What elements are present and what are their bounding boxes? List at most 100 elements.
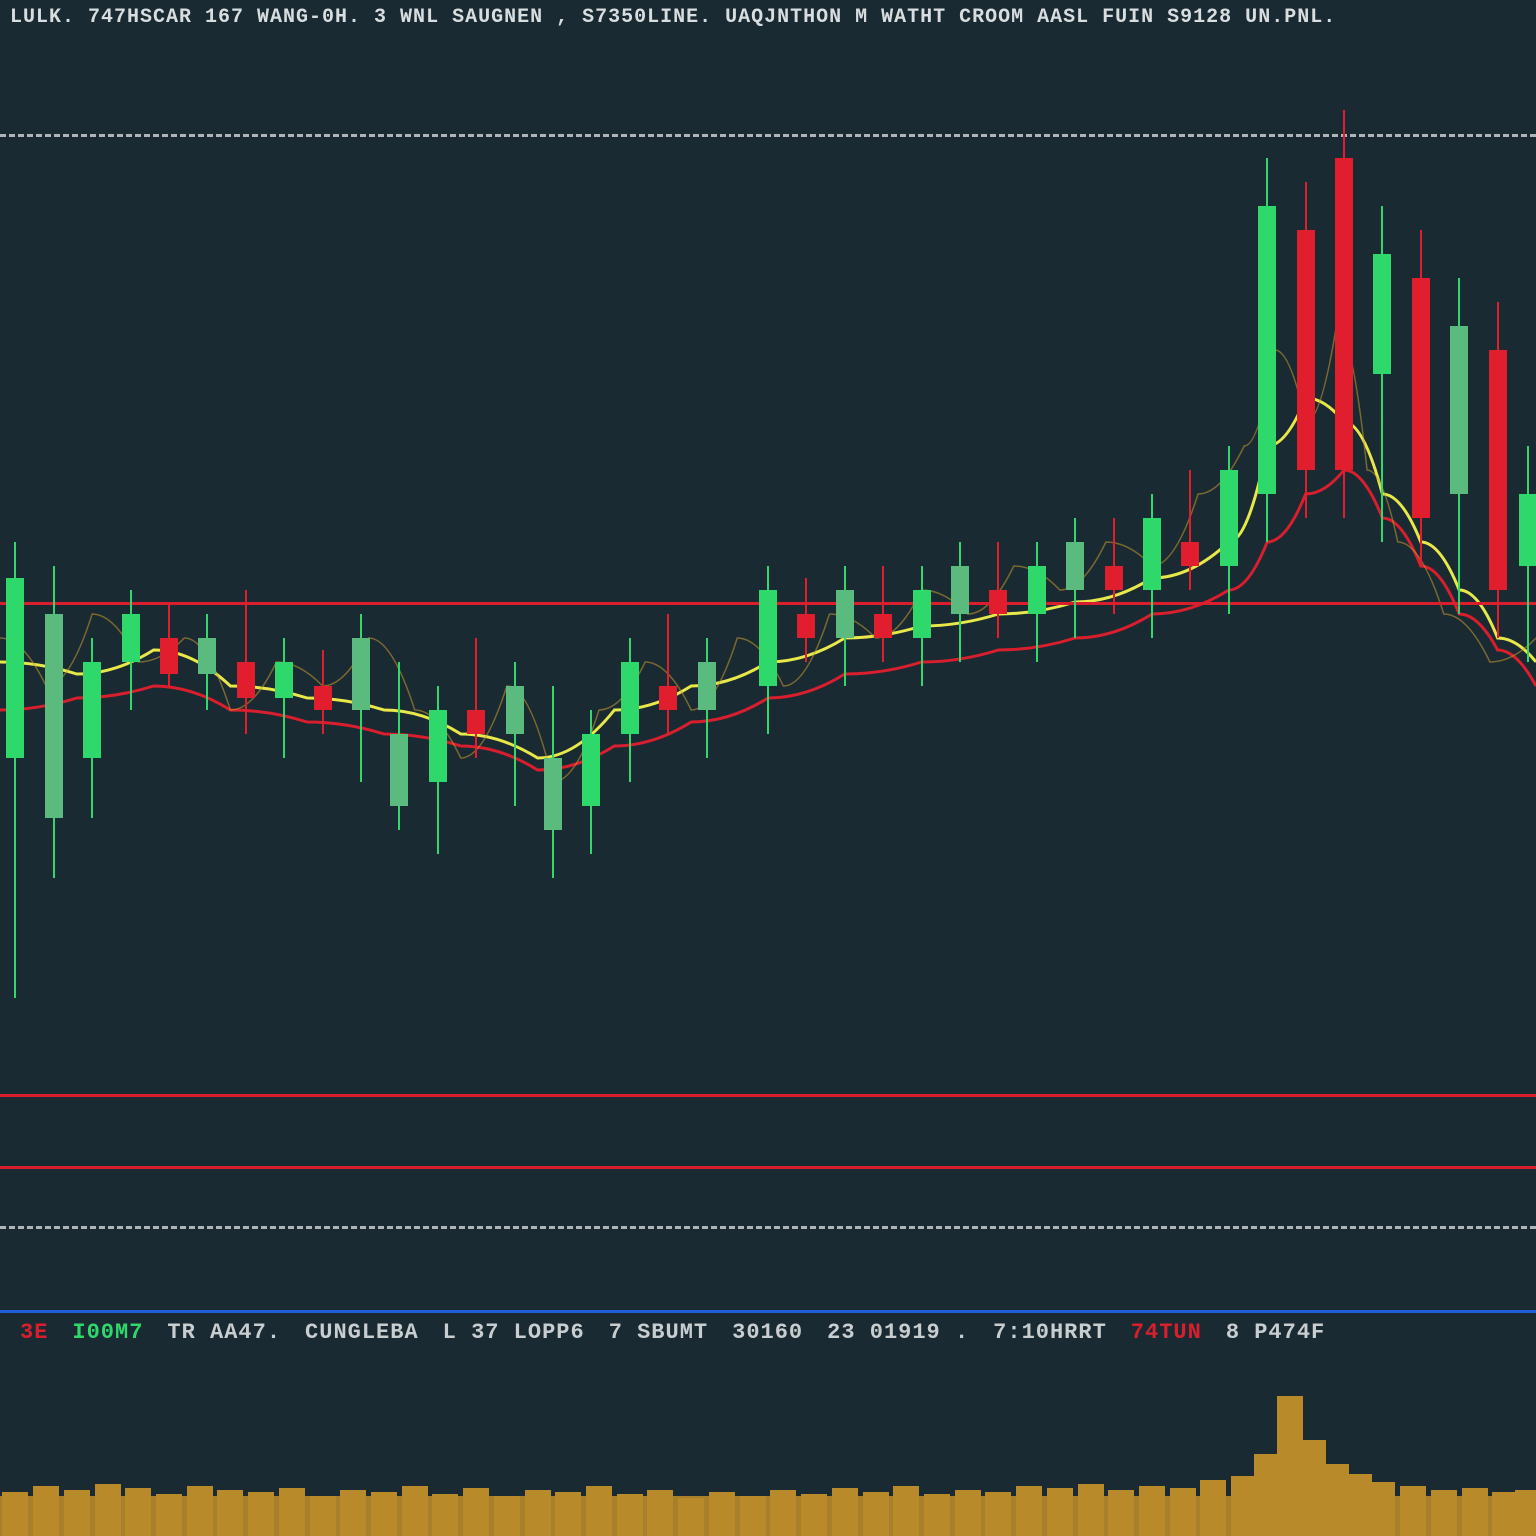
- volume-bar: [156, 1494, 182, 1536]
- candle-body: [1297, 230, 1315, 470]
- volume-bar: [248, 1492, 274, 1536]
- candle-body: [429, 710, 447, 782]
- volume-bar: [494, 1496, 520, 1536]
- candle-body: [1519, 494, 1536, 566]
- volume-bar: [801, 1494, 827, 1536]
- candle-body: [1181, 542, 1199, 566]
- volume-bar: [985, 1492, 1011, 1536]
- status-value: 3E: [20, 1320, 48, 1345]
- volume-bar: [1078, 1484, 1104, 1536]
- candle-body: [1143, 518, 1161, 590]
- candle-wick: [283, 638, 285, 758]
- volume-bar: [402, 1486, 428, 1536]
- volume-bar: [1139, 1486, 1165, 1536]
- candle-body: [1489, 350, 1507, 590]
- status-value: 8 P474F: [1226, 1320, 1325, 1345]
- volume-bar: [1016, 1486, 1042, 1536]
- ticker-header-text: LULK. 747HSCAR 167 WANG-0H. 3 WNL SAUGNE…: [10, 6, 1336, 29]
- volume-bar: [893, 1486, 919, 1536]
- volume-bar: [217, 1490, 243, 1536]
- candle-wick: [514, 662, 516, 806]
- candle-body: [1258, 206, 1276, 494]
- volume-bar: [64, 1490, 90, 1536]
- volume-panel: [0, 1360, 1536, 1536]
- candle-body: [275, 662, 293, 698]
- volume-bar: [33, 1486, 59, 1536]
- volume-bar: [1515, 1490, 1536, 1536]
- volume-bar: [647, 1490, 673, 1536]
- status-value: 30160: [732, 1320, 803, 1345]
- price-level-line: [0, 134, 1536, 137]
- candle-body: [45, 614, 63, 818]
- candle-wick: [1189, 470, 1191, 590]
- candle-body: [1450, 326, 1468, 494]
- status-value: TR AA47.: [167, 1320, 281, 1345]
- status-value: L 37 LOPP6: [443, 1320, 585, 1345]
- candle-body: [1220, 470, 1238, 566]
- status-value: 7 SBUMT: [609, 1320, 708, 1345]
- candle-body: [122, 614, 140, 662]
- candlestick-chart[interactable]: [0, 38, 1536, 1238]
- volume-bar: [310, 1496, 336, 1536]
- volume-bar: [1200, 1480, 1226, 1536]
- candle-wick: [475, 638, 477, 758]
- volume-bar: [1431, 1490, 1457, 1536]
- volume-bar: [371, 1492, 397, 1536]
- volume-bar: [586, 1486, 612, 1536]
- candle-body: [83, 662, 101, 758]
- candle-body: [314, 686, 332, 710]
- status-value: 74TUN: [1131, 1320, 1202, 1345]
- volume-bar: [1170, 1488, 1196, 1536]
- volume-bar: [955, 1490, 981, 1536]
- volume-bar: [617, 1494, 643, 1536]
- status-value: 7:10HRRT: [993, 1320, 1107, 1345]
- volume-bar: [340, 1490, 366, 1536]
- candle-body: [582, 734, 600, 806]
- status-value: I00M7: [72, 1320, 143, 1345]
- volume-bar: [832, 1488, 858, 1536]
- volume-bar: [1369, 1482, 1395, 1536]
- candle-body: [989, 590, 1007, 614]
- candle-body: [198, 638, 216, 674]
- volume-bar: [709, 1492, 735, 1536]
- price-level-line: [0, 1094, 1536, 1097]
- candle-body: [506, 686, 524, 734]
- volume-bar: [770, 1490, 796, 1536]
- volume-bar: [1047, 1488, 1073, 1536]
- candle-body: [1105, 566, 1123, 590]
- candle-body: [836, 590, 854, 638]
- volume-bar: [463, 1488, 489, 1536]
- candle-body: [467, 710, 485, 734]
- candle-body: [544, 758, 562, 830]
- candle-body: [1028, 566, 1046, 614]
- candle-body: [913, 590, 931, 638]
- candle-body: [1412, 278, 1430, 518]
- candle-body: [874, 614, 892, 638]
- volume-bar: [525, 1490, 551, 1536]
- candle-body: [698, 662, 716, 710]
- volume-bar: [125, 1488, 151, 1536]
- volume-bar: [678, 1498, 704, 1536]
- volume-bar: [924, 1494, 950, 1536]
- volume-bar: [95, 1484, 121, 1536]
- volume-bar: [555, 1492, 581, 1536]
- status-value: CUNGLEBA: [305, 1320, 419, 1345]
- price-level-line: [0, 1226, 1536, 1229]
- candle-body: [759, 590, 777, 686]
- price-level-line: [0, 1166, 1536, 1169]
- candle-body: [1066, 542, 1084, 590]
- volume-bar: [2, 1492, 28, 1536]
- candle-body: [390, 734, 408, 806]
- volume-bar: [1108, 1490, 1134, 1536]
- candle-body: [6, 578, 24, 758]
- candle-wick: [667, 614, 669, 734]
- candle-body: [237, 662, 255, 698]
- candle-body: [951, 566, 969, 614]
- indicator-status-bar: 3E I00M7 TR AA47. CUNGLEBA L 37 LOPP6 7 SBUMT…: [0, 1312, 1536, 1352]
- candle-body: [352, 638, 370, 710]
- volume-bar: [279, 1488, 305, 1536]
- volume-bar: [863, 1492, 889, 1536]
- ticker-header: LULK. 747HSCAR 167 WANG-0H. 3 WNL SAUGNE…: [0, 0, 1536, 38]
- volume-bar: [432, 1494, 458, 1536]
- volume-bar: [1400, 1486, 1426, 1536]
